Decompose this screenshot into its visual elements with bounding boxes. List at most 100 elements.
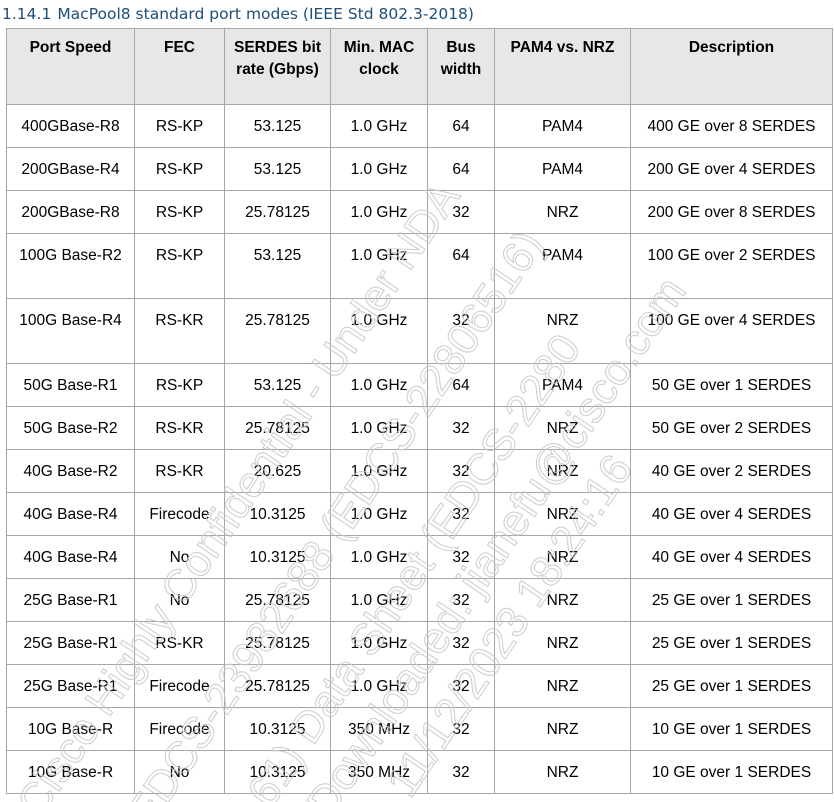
cell-bus-width: 32 xyxy=(427,406,495,450)
table-row: 50G Base-R2 RS-KR 25.78125 1.0 GHz 32 NR… xyxy=(6,406,833,450)
cell-description: 10 GE over 1 SERDES xyxy=(630,750,833,794)
cell-min-mac-clock: 350 MHz xyxy=(330,750,428,794)
cell-serdes-bit-rate: 10.3125 xyxy=(224,535,331,579)
cell-description: 25 GE over 1 SERDES xyxy=(630,664,833,708)
cell-bus-width: 32 xyxy=(427,664,495,708)
section-heading: 1.14.1 MacPool8 standard port modes (IEEE… xyxy=(2,1,474,27)
cell-port-speed: 100G Base-R4 xyxy=(6,298,135,364)
cell-min-mac-clock: 1.0 GHz xyxy=(330,298,428,364)
cell-fec: RS-KR xyxy=(134,621,225,665)
cell-serdes-bit-rate: 53.125 xyxy=(224,147,331,191)
table-row: 25G Base-R1 RS-KR 25.78125 1.0 GHz 32 NR… xyxy=(6,621,833,665)
cell-serdes-bit-rate: 25.78125 xyxy=(224,190,331,234)
cell-serdes-bit-rate: 10.3125 xyxy=(224,492,331,536)
column-header-fec: FEC xyxy=(134,28,225,105)
cell-modulation: PAM4 xyxy=(494,363,631,407)
table-row: 100G Base-R4 RS-KR 25.78125 1.0 GHz 32 N… xyxy=(6,298,833,364)
column-header-bus-width: Bus width xyxy=(427,28,495,105)
cell-bus-width: 32 xyxy=(427,535,495,579)
cell-description: 100 GE over 2 SERDES xyxy=(630,233,833,299)
cell-description: 25 GE over 1 SERDES xyxy=(630,578,833,622)
table-row: 40G Base-R4 Firecode 10.3125 1.0 GHz 32 … xyxy=(6,492,833,536)
table-row: 10G Base-R No 10.3125 350 MHz 32 NRZ 10 … xyxy=(6,750,833,794)
column-header-description: Description xyxy=(630,28,833,105)
cell-fec: No xyxy=(134,578,225,622)
cell-port-speed: 50G Base-R2 xyxy=(6,406,135,450)
cell-port-speed: 25G Base-R1 xyxy=(6,578,135,622)
cell-description: 10 GE over 1 SERDES xyxy=(630,707,833,751)
table-row: 10G Base-R Firecode 10.3125 350 MHz 32 N… xyxy=(6,707,833,751)
cell-bus-width: 32 xyxy=(427,449,495,493)
cell-fec: No xyxy=(134,535,225,579)
cell-serdes-bit-rate: 25.78125 xyxy=(224,664,331,708)
cell-bus-width: 32 xyxy=(427,298,495,364)
table-row: 25G Base-R1 Firecode 25.78125 1.0 GHz 32… xyxy=(6,664,833,708)
cell-min-mac-clock: 1.0 GHz xyxy=(330,363,428,407)
cell-modulation: NRZ xyxy=(494,621,631,665)
cell-description: 50 GE over 1 SERDES xyxy=(630,363,833,407)
cell-min-mac-clock: 1.0 GHz xyxy=(330,104,428,148)
cell-fec: RS-KP xyxy=(134,104,225,148)
cell-fec: Firecode xyxy=(134,664,225,708)
table-row: 25G Base-R1 No 25.78125 1.0 GHz 32 NRZ 2… xyxy=(6,578,833,622)
table-row: 200GBase-R8 RS-KP 25.78125 1.0 GHz 32 NR… xyxy=(6,190,833,234)
cell-fec: No xyxy=(134,750,225,794)
cell-min-mac-clock: 1.0 GHz xyxy=(330,233,428,299)
column-header-min-mac-clock: Min. MAC clock xyxy=(330,28,428,105)
cell-bus-width: 32 xyxy=(427,578,495,622)
cell-description: 50 GE over 2 SERDES xyxy=(630,406,833,450)
cell-modulation: NRZ xyxy=(494,664,631,708)
column-header-port-speed: Port Speed xyxy=(6,28,135,105)
cell-description: 40 GE over 4 SERDES xyxy=(630,492,833,536)
cell-bus-width: 32 xyxy=(427,707,495,751)
cell-min-mac-clock: 350 MHz xyxy=(330,707,428,751)
cell-serdes-bit-rate: 25.78125 xyxy=(224,621,331,665)
cell-modulation: NRZ xyxy=(494,492,631,536)
cell-fec: RS-KP xyxy=(134,363,225,407)
table-row: 100G Base-R2 RS-KP 53.125 1.0 GHz 64 PAM… xyxy=(6,233,833,299)
cell-port-speed: 40G Base-R2 xyxy=(6,449,135,493)
cell-description: 40 GE over 4 SERDES xyxy=(630,535,833,579)
cell-description: 100 GE over 4 SERDES xyxy=(630,298,833,364)
cell-port-speed: 200GBase-R8 xyxy=(6,190,135,234)
cell-modulation: NRZ xyxy=(494,449,631,493)
cell-bus-width: 64 xyxy=(427,363,495,407)
cell-description: 400 GE over 8 SERDES xyxy=(630,104,833,148)
cell-port-speed: 10G Base-R xyxy=(6,707,135,751)
cell-port-speed: 40G Base-R4 xyxy=(6,492,135,536)
cell-port-speed: 25G Base-R1 xyxy=(6,664,135,708)
cell-modulation: PAM4 xyxy=(494,233,631,299)
cell-bus-width: 32 xyxy=(427,750,495,794)
cell-serdes-bit-rate: 53.125 xyxy=(224,104,331,148)
table-row: 40G Base-R4 No 10.3125 1.0 GHz 32 NRZ 40… xyxy=(6,535,833,579)
cell-fec: RS-KP xyxy=(134,147,225,191)
cell-min-mac-clock: 1.0 GHz xyxy=(330,621,428,665)
cell-port-speed: 200GBase-R4 xyxy=(6,147,135,191)
cell-serdes-bit-rate: 20.625 xyxy=(224,449,331,493)
cell-fec: RS-KR xyxy=(134,298,225,364)
cell-fec: RS-KP xyxy=(134,233,225,299)
cell-modulation: NRZ xyxy=(494,750,631,794)
table-row: 200GBase-R4 RS-KP 53.125 1.0 GHz 64 PAM4… xyxy=(6,147,833,191)
cell-serdes-bit-rate: 10.3125 xyxy=(224,750,331,794)
cell-modulation: PAM4 xyxy=(494,147,631,191)
cell-serdes-bit-rate: 25.78125 xyxy=(224,298,331,364)
cell-port-speed: 40G Base-R4 xyxy=(6,535,135,579)
port-modes-table: Port Speed FEC SERDES bit rate (Gbps) Mi… xyxy=(6,28,833,794)
table-row: 40G Base-R2 RS-KR 20.625 1.0 GHz 32 NRZ … xyxy=(6,449,833,493)
column-header-pam4-vs-nrz: PAM4 vs. NRZ xyxy=(494,28,631,105)
cell-min-mac-clock: 1.0 GHz xyxy=(330,406,428,450)
cell-serdes-bit-rate: 53.125 xyxy=(224,363,331,407)
cell-fec: Firecode xyxy=(134,707,225,751)
cell-min-mac-clock: 1.0 GHz xyxy=(330,535,428,579)
cell-serdes-bit-rate: 25.78125 xyxy=(224,406,331,450)
cell-min-mac-clock: 1.0 GHz xyxy=(330,578,428,622)
cell-bus-width: 32 xyxy=(427,492,495,536)
column-header-serdes-bit-rate: SERDES bit rate (Gbps) xyxy=(224,28,331,105)
cell-port-speed: 100G Base-R2 xyxy=(6,233,135,299)
cell-serdes-bit-rate: 53.125 xyxy=(224,233,331,299)
cell-modulation: NRZ xyxy=(494,298,631,364)
cell-modulation: PAM4 xyxy=(494,104,631,148)
cell-fec: RS-KP xyxy=(134,190,225,234)
cell-serdes-bit-rate: 25.78125 xyxy=(224,578,331,622)
